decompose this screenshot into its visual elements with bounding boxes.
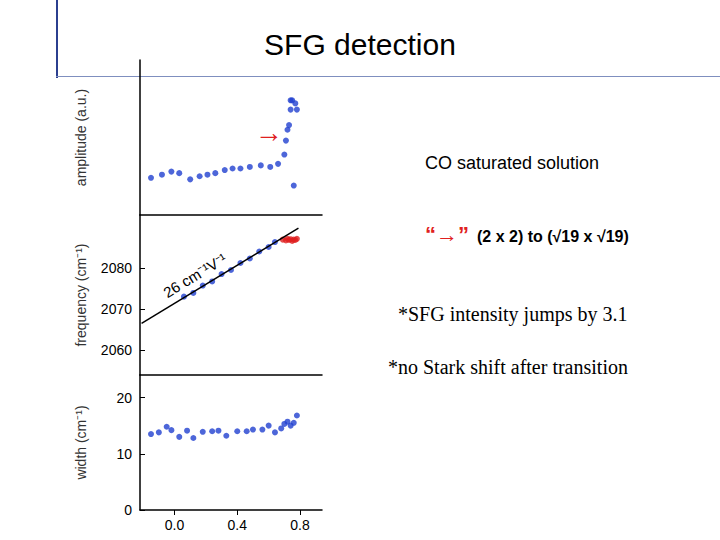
html-text:*no Stark shift after transiti: *no Stark shift after transition [388,356,628,378]
svg-text:10: 10 [116,446,132,462]
svg-text:2070: 2070 [101,301,132,317]
svg-text:2060: 2060 [101,342,132,358]
svg-text:2080: 2080 [101,260,132,276]
svg-text:amplitude (a.u.): amplitude (a.u.) [73,89,89,186]
html-text:SFG detection: SFG detection [264,28,456,61]
svg-text:width (cm⁻¹): width (cm⁻¹) [73,405,89,480]
svg-text:0: 0 [124,502,132,518]
svg-text:frequency (cm⁻¹): frequency (cm⁻¹) [73,243,89,346]
svg-text:0.0: 0.0 [165,517,185,533]
html-text:“→” (2 x 2) to (√19 x √19): “→” (2 x 2) to (√19 x √19) [425,222,629,247]
svg-text:0.8: 0.8 [290,517,310,533]
svg-text:0.4: 0.4 [228,517,248,533]
html-text:CO saturated solution: CO saturated solution [425,153,600,173]
html-text:*SFG intensity jumps by 3.1: *SFG intensity jumps by 3.1 [398,303,628,325]
svg-text:26 cm⁻¹V⁻¹: 26 cm⁻¹V⁻¹ [160,250,229,301]
svg-text:→: → [255,117,283,148]
svg-text:20: 20 [116,390,132,406]
